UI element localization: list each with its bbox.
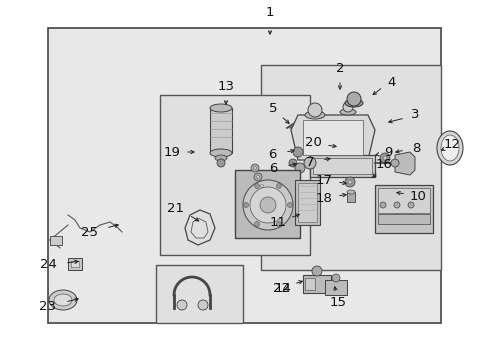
Circle shape [253, 166, 256, 170]
Circle shape [276, 221, 281, 226]
Circle shape [249, 187, 285, 223]
Circle shape [288, 159, 296, 167]
Text: 10: 10 [409, 189, 426, 202]
Text: 24: 24 [40, 258, 56, 271]
Polygon shape [394, 152, 414, 175]
Text: 23: 23 [40, 300, 57, 312]
Text: 11: 11 [269, 216, 286, 229]
Bar [303, 275, 330, 293]
Text: 4: 4 [387, 76, 395, 89]
Circle shape [307, 103, 321, 117]
Bar [209, 108, 231, 153]
Bar [346, 192, 354, 202]
Circle shape [198, 300, 207, 310]
Circle shape [304, 157, 315, 169]
Bar [377, 188, 429, 213]
Bar [377, 214, 429, 224]
Circle shape [382, 156, 386, 160]
Ellipse shape [209, 149, 231, 157]
Circle shape [390, 159, 398, 167]
Circle shape [243, 180, 292, 230]
Text: 20: 20 [304, 136, 321, 149]
Text: 19: 19 [163, 145, 180, 158]
Ellipse shape [305, 111, 325, 119]
Text: 6: 6 [267, 148, 276, 162]
Bar [297, 183, 316, 222]
Text: 2: 2 [335, 62, 344, 75]
Bar [374, 185, 432, 233]
Text: 12: 12 [443, 139, 460, 152]
Text: 22: 22 [273, 282, 290, 294]
Circle shape [276, 184, 281, 188]
Text: 3: 3 [410, 108, 418, 122]
Bar [235, 170, 299, 238]
Circle shape [260, 184, 263, 188]
Bar [156, 265, 243, 323]
Text: 9: 9 [383, 145, 391, 158]
Ellipse shape [209, 104, 231, 112]
Bar [305, 278, 314, 290]
Text: 8: 8 [411, 141, 419, 154]
Text: 1: 1 [265, 5, 274, 18]
Bar [303, 120, 362, 155]
Circle shape [294, 163, 305, 173]
Circle shape [258, 182, 265, 190]
Circle shape [379, 153, 389, 163]
Text: 13: 13 [217, 81, 234, 94]
Circle shape [250, 164, 259, 172]
Ellipse shape [49, 290, 77, 310]
Bar [71, 261, 79, 267]
Text: 25: 25 [81, 225, 98, 238]
Circle shape [254, 184, 259, 188]
Text: 5: 5 [268, 102, 277, 114]
Circle shape [256, 175, 259, 179]
Circle shape [260, 197, 275, 213]
Text: 6: 6 [268, 162, 277, 175]
Circle shape [243, 202, 248, 207]
Ellipse shape [440, 135, 458, 161]
Bar [294, 180, 319, 225]
Text: 7: 7 [305, 156, 314, 168]
Circle shape [342, 102, 352, 112]
Text: 17: 17 [315, 174, 332, 186]
Circle shape [275, 212, 284, 220]
Circle shape [253, 173, 262, 181]
Circle shape [254, 221, 259, 226]
Circle shape [393, 202, 399, 208]
Circle shape [345, 177, 354, 187]
Circle shape [177, 300, 186, 310]
Bar [68, 258, 82, 270]
Ellipse shape [339, 109, 355, 115]
Bar [325, 280, 346, 295]
Circle shape [331, 274, 339, 282]
Ellipse shape [215, 155, 226, 161]
Ellipse shape [346, 190, 354, 194]
Ellipse shape [54, 294, 72, 306]
Circle shape [346, 92, 360, 106]
Text: 21: 21 [167, 202, 184, 215]
Bar [309, 155, 374, 177]
Polygon shape [290, 115, 374, 160]
Bar [261, 65, 440, 270]
Bar [312, 158, 371, 174]
Text: 14: 14 [274, 282, 291, 294]
Text: 15: 15 [329, 297, 346, 310]
Circle shape [292, 147, 303, 157]
Bar [48, 28, 440, 323]
Circle shape [287, 202, 292, 207]
Circle shape [379, 202, 385, 208]
Circle shape [347, 180, 351, 184]
Ellipse shape [345, 99, 362, 107]
Circle shape [217, 159, 224, 167]
Bar [160, 95, 309, 255]
Polygon shape [269, 204, 289, 228]
Text: 16: 16 [375, 158, 392, 171]
Circle shape [311, 266, 321, 276]
Ellipse shape [436, 131, 462, 165]
Bar [50, 236, 62, 245]
Circle shape [407, 202, 413, 208]
Text: 18: 18 [315, 192, 332, 204]
